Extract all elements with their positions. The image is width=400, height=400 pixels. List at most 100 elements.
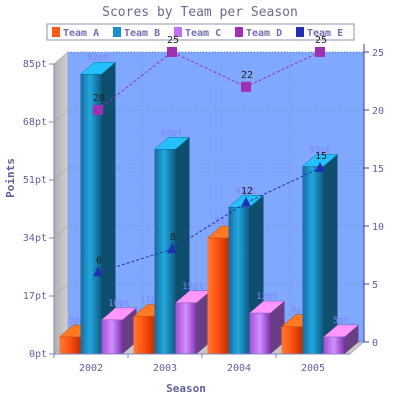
- bar-top: [248, 300, 286, 314]
- bar-data-label: 10pt: [108, 299, 130, 309]
- line-data-label: 15: [315, 151, 327, 162]
- line-marker: [167, 47, 177, 57]
- x-tick-label: 2005: [301, 363, 325, 374]
- bar-side: [122, 307, 137, 354]
- bar-team-b-2005: 55pt: [301, 145, 339, 354]
- x-tick-label: 2003: [153, 363, 177, 374]
- bar-data-label: 43pt: [235, 186, 257, 196]
- legend-swatch: [113, 27, 121, 37]
- y-tick-label: 85pt: [23, 59, 47, 70]
- bar-data-label: 12pt: [256, 292, 278, 302]
- bar-front: [302, 166, 324, 354]
- bar-front: [323, 336, 345, 354]
- bar-front: [80, 74, 102, 354]
- y2-tick-label: 25: [372, 48, 384, 59]
- wall-grid-line: [53, 225, 69, 239]
- line-marker: [167, 243, 177, 254]
- series-line-team-e: [97, 167, 321, 273]
- bar-side: [101, 62, 116, 355]
- legend-swatch: [296, 27, 304, 37]
- legend-label: Team D: [246, 28, 282, 39]
- legend-swatch: [235, 27, 243, 37]
- bar-data-label: 55pt: [309, 145, 331, 155]
- bar-data-label: 5pt: [69, 316, 85, 326]
- bar-data-label: 5pt: [333, 316, 349, 326]
- line-data-label: 25: [315, 35, 327, 46]
- bar-data-label: 60pt: [161, 128, 183, 138]
- line-data-label: 8: [170, 232, 176, 243]
- line-data-label: 6: [96, 255, 102, 266]
- legend-swatch: [174, 27, 182, 37]
- bar-data-label: 11pt: [140, 295, 162, 305]
- lines: 20 25 22 25 6 8 12 15: [93, 35, 327, 277]
- bar-data-label: 15pt: [182, 282, 204, 292]
- bar-top: [153, 137, 191, 150]
- bar-team-c-2004: 12pt: [248, 292, 286, 354]
- legend-label: Team B: [124, 28, 160, 39]
- series-line-team-d: [97, 51, 321, 111]
- bar-team-c-2002: 10pt: [100, 299, 138, 354]
- wall-grid-line: [53, 341, 69, 355]
- legend-label: Team E: [307, 28, 343, 39]
- line-marker: [93, 266, 103, 277]
- bar-top: [100, 307, 138, 321]
- y-tick-label: 68pt: [23, 117, 47, 128]
- bar-side: [270, 301, 285, 354]
- line-data-label: 22: [241, 70, 253, 81]
- bar-team-b-2002: 82pt: [79, 53, 117, 355]
- bar-data-label: 34pt: [214, 217, 236, 227]
- bar-top: [322, 324, 360, 338]
- chart-title: Scores by Team per Season: [102, 5, 298, 20]
- x-axis-title: Season: [166, 382, 206, 395]
- bar-side: [344, 324, 359, 354]
- bar-data-label: 8pt: [291, 306, 307, 316]
- legend-label: Team A: [63, 28, 99, 39]
- bar-front: [281, 326, 303, 354]
- line-marker: [315, 47, 325, 57]
- y-tick-label: 51pt: [23, 175, 47, 186]
- y2-tick-label: 0: [372, 338, 378, 349]
- bar-front: [207, 238, 229, 354]
- bar-front: [175, 302, 197, 354]
- y-tick-label: 17pt: [23, 291, 47, 302]
- y2-tick-label: 20: [372, 106, 384, 117]
- y-axis-title: Points: [4, 158, 17, 198]
- bars: 5pt 82pt 10pt 11pt 60pt 15pt 34pt 43pt 12pt 8pt 55…: [58, 53, 360, 355]
- wall-grid-line: [53, 167, 69, 181]
- line-marker: [241, 196, 251, 207]
- legend: Team A Team B Team C Team D Team E: [46, 23, 355, 41]
- y2-tick-label: 15: [372, 164, 384, 175]
- bar-front: [228, 207, 250, 354]
- side-wall: [53, 51, 69, 355]
- bar-front: [59, 336, 81, 354]
- bar-side: [196, 290, 211, 354]
- bar-side: [323, 154, 338, 354]
- bar-top: [79, 61, 117, 75]
- line-data-label: 20: [93, 93, 105, 104]
- y2-tick-label: 10: [372, 222, 384, 233]
- line-marker: [93, 105, 103, 115]
- bar-data-label: 82pt: [87, 53, 109, 63]
- bar-front: [133, 316, 155, 354]
- line-data-label: 12: [241, 186, 253, 197]
- x-tick-label: 2002: [79, 363, 103, 374]
- bar-front: [101, 319, 123, 354]
- legend-label: Team C: [185, 28, 221, 39]
- wall-grid-line: [53, 109, 69, 123]
- legend-frame: [46, 23, 355, 41]
- legend-swatch: [52, 27, 60, 37]
- y-tick-label: 34pt: [23, 233, 47, 244]
- line-data-label: 25: [167, 35, 179, 46]
- line-marker: [315, 162, 325, 172]
- wall-grid-line: [53, 51, 69, 65]
- y2-tick-label: 5: [372, 280, 378, 291]
- bar-front: [249, 313, 271, 354]
- x-tick-label: 2004: [227, 363, 251, 374]
- y-tick-label: 0pt: [29, 349, 47, 360]
- wall-grid-line: [53, 283, 69, 297]
- bar-top: [301, 154, 339, 167]
- bar-team-c-2005: 5pt: [322, 316, 360, 354]
- line-marker: [241, 81, 251, 92]
